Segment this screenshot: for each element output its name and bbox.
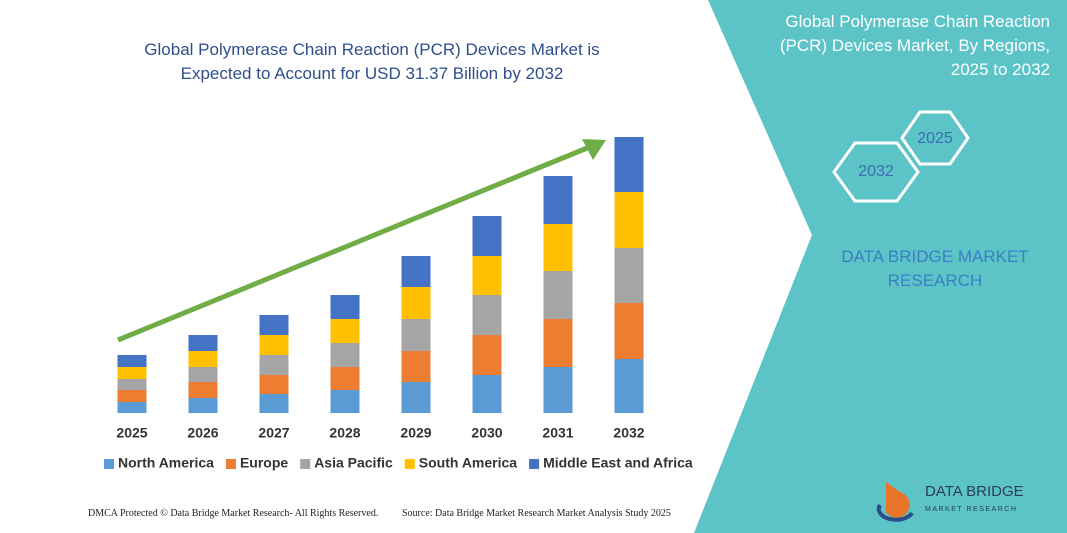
bar-segment (472, 216, 502, 256)
bar-segment (330, 390, 360, 413)
bar-segment (330, 319, 360, 343)
hexagon (832, 141, 920, 203)
bar-segment (188, 367, 218, 382)
bar-segment (401, 382, 431, 413)
bar-segment (259, 375, 289, 394)
legend-label: South America (419, 455, 517, 471)
x-tick-label: 2029 (400, 425, 431, 441)
logo-tagline: MARKET RESEARCH (925, 506, 1017, 513)
bar-segment (330, 343, 360, 367)
legend-label: Europe (240, 455, 288, 471)
legend-swatch (529, 459, 540, 469)
side-panel (694, 0, 1067, 533)
legend-label: Asia Pacific (314, 455, 393, 471)
x-tick-label: 2027 (258, 425, 289, 441)
bar-segment (543, 367, 573, 413)
x-tick-label: 2028 (329, 425, 360, 441)
bar-segment (117, 367, 147, 379)
bar-segment (472, 375, 502, 413)
hex-label: 2032 (858, 163, 894, 180)
legend-swatch (225, 459, 236, 469)
x-tick-label: 2026 (187, 425, 218, 441)
footer-left: DMCA Protected © Data Bridge Market Rese… (88, 508, 379, 519)
brand-text: DATA BRIDGE MARKET RESEARCH (841, 247, 1029, 290)
bar-segment (330, 295, 360, 319)
bar-segment (259, 355, 289, 375)
chart-title: Global Polymerase Chain Reaction (PCR) D… (144, 40, 600, 83)
bar-segment (117, 355, 147, 367)
hex-label: 2025 (917, 130, 953, 147)
x-tick-label: 2025 (116, 425, 147, 441)
bar-segment (401, 256, 431, 287)
legend-label: North America (118, 455, 214, 471)
bar-segment (259, 315, 289, 335)
x-tick-label: 2030 (471, 425, 502, 441)
legend-label: Middle East and Africa (543, 455, 693, 471)
legend-swatch (404, 459, 415, 469)
bar-segment (401, 287, 431, 319)
bar-segment (614, 359, 644, 413)
bar-segment (188, 382, 218, 398)
logo-swoosh (876, 503, 914, 522)
legend-swatch (104, 459, 114, 469)
bar-segment (543, 224, 573, 271)
hexagon (900, 110, 970, 166)
arrow-head (582, 139, 606, 160)
bar-segment (543, 271, 573, 319)
bar-segment (472, 256, 502, 295)
plot: 2025 2026 2027 2028 2029 2030 2031 2032 North Am… (104, 137, 693, 471)
panel-title: Global Polymerase Chain Reaction (PCR) D… (779, 12, 1050, 79)
logo-text: DATA BRIDGE (925, 483, 1024, 500)
bar-segment (472, 295, 502, 335)
bar-segment (472, 335, 502, 375)
bar-segment (259, 394, 289, 413)
bar-segment (117, 390, 147, 402)
bar-segment (188, 351, 218, 367)
bar-segment (614, 248, 644, 303)
bar-segment (188, 335, 218, 351)
bar-segment (543, 319, 573, 367)
bar-segment (401, 351, 431, 382)
bar-segment (614, 137, 644, 192)
bar-segment (188, 398, 218, 413)
bar-segment (401, 319, 431, 351)
x-tick-label: 2031 (542, 425, 573, 441)
x-tick-label: 2032 (613, 425, 644, 441)
bar-segment (614, 192, 644, 248)
bar-segment (259, 335, 289, 355)
bar-segment (330, 367, 360, 390)
legend-swatch (300, 459, 311, 469)
trend-arrow (117, 143, 593, 343)
bar-segment (543, 176, 573, 224)
bar-segment (117, 379, 147, 390)
bar-segment (614, 303, 644, 359)
footer-right: Source: Data Bridge Market Research Mark… (402, 508, 671, 519)
bar-segment (117, 402, 147, 413)
logo-icon (886, 482, 910, 518)
